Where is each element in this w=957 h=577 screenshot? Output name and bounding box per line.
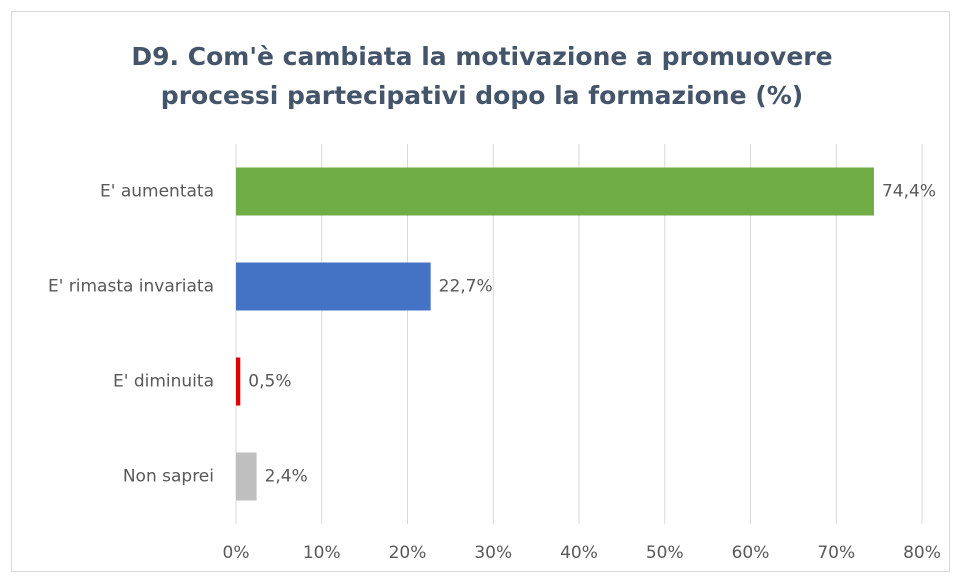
- x-tick-label: 60%: [732, 543, 770, 563]
- data-label: 2,4%: [265, 467, 308, 487]
- bar: [236, 167, 874, 216]
- x-tick-label: 10%: [303, 543, 341, 563]
- y-tick-label: E' rimasta invariata: [48, 277, 214, 297]
- x-tick-label: 50%: [646, 543, 684, 563]
- chart-border: [11, 11, 950, 572]
- x-tick-label: 70%: [817, 543, 855, 563]
- y-tick-label: Non saprei: [123, 467, 214, 487]
- x-tick-label: 80%: [903, 543, 941, 563]
- y-tick-label: E' diminuita: [113, 372, 214, 392]
- chart-title: processi partecipativi dopo la formazion…: [161, 81, 803, 110]
- x-tick-label: 40%: [560, 543, 598, 563]
- chart-title: D9. Com'è cambiata la motivazione a prom…: [131, 42, 832, 71]
- data-label: 74,4%: [882, 182, 936, 202]
- data-label: 0,5%: [248, 372, 291, 392]
- x-tick-label: 20%: [389, 543, 427, 563]
- data-label: 22,7%: [439, 277, 493, 297]
- bar: [236, 452, 257, 501]
- y-tick-label: E' aumentata: [100, 182, 214, 202]
- x-tick-label: 30%: [474, 543, 512, 563]
- bar: [236, 262, 431, 311]
- bar: [236, 357, 241, 406]
- x-tick-label: 0%: [223, 543, 250, 563]
